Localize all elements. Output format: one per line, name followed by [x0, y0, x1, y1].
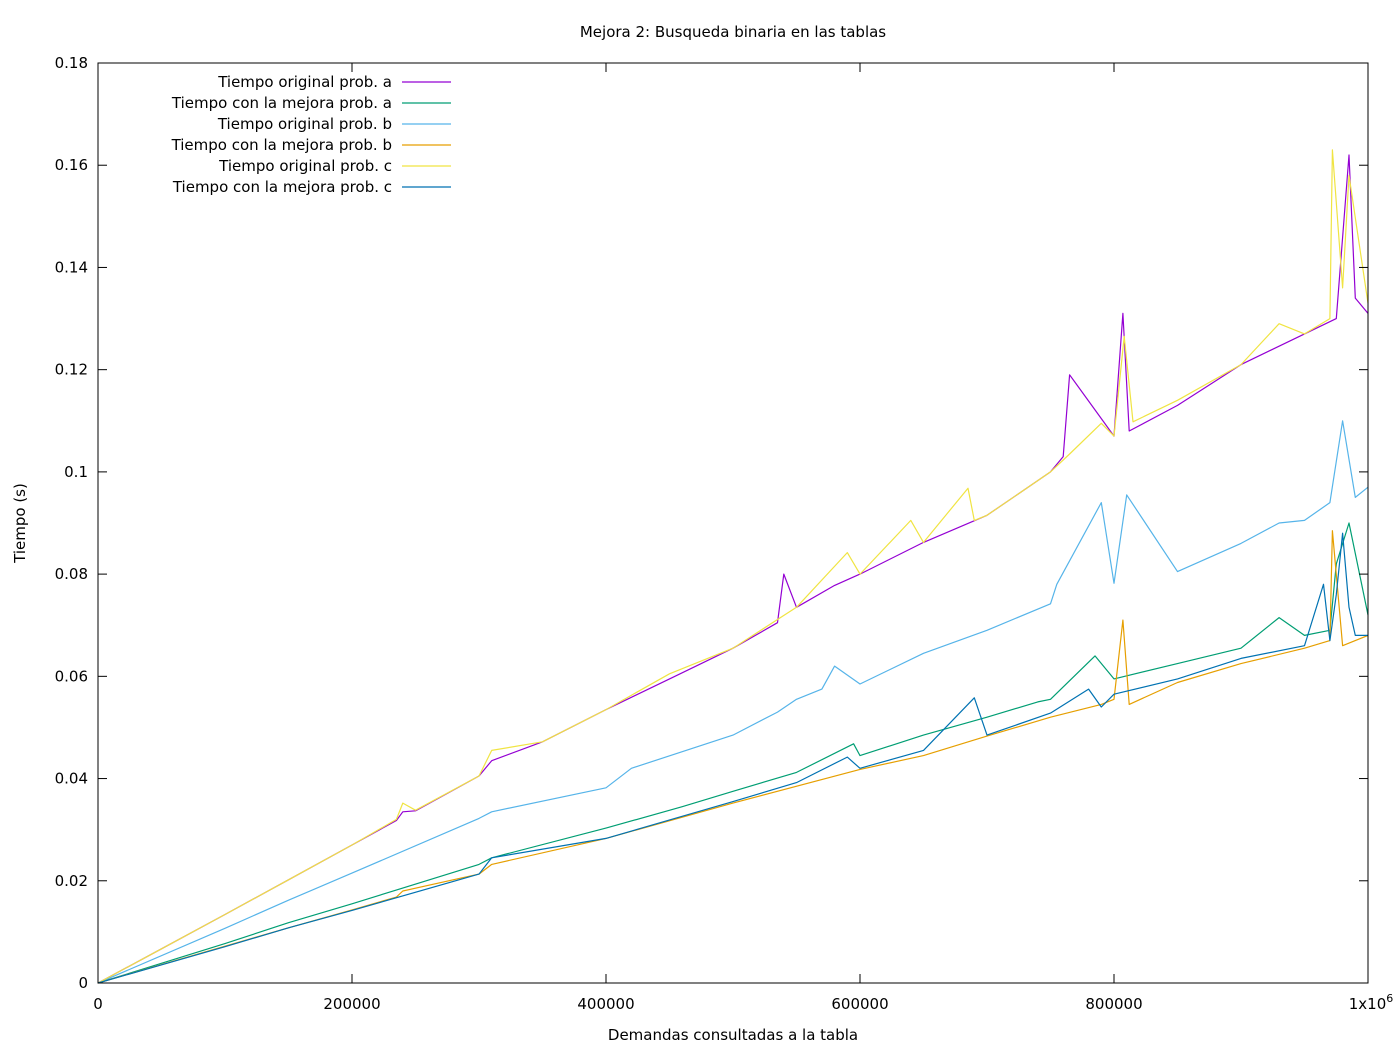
x-tick-label-exponent: 6 [1386, 992, 1393, 1005]
y-tick-label: 0.16 [55, 156, 88, 174]
y-tick-label: 0.12 [55, 361, 88, 379]
x-tick-label-text: 600000 [831, 995, 888, 1013]
y-tick-label: 0.06 [55, 667, 88, 685]
y-tick-label: 0 [78, 974, 88, 992]
series-line-3 [97, 420, 1369, 984]
legend-label: Tiempo con la mejora prob. c [172, 178, 392, 196]
y-tick-label: 0.14 [55, 258, 88, 276]
x-tick-label: 400000 [577, 995, 634, 1013]
legend-label: Tiempo original prob. b [217, 115, 392, 133]
y-tick-label: 0.02 [55, 872, 88, 890]
chart-title: Mejora 2: Busqueda binaria en las tablas [580, 23, 886, 41]
plot-area-frame [97, 62, 1369, 984]
series-layer [97, 149, 1369, 984]
y-axis-label: Tiempo (s) [11, 483, 29, 564]
series-line-6 [97, 532, 1368, 984]
x-tick-label-text: 1x10 [1349, 995, 1387, 1013]
x-tick-label-text: 800000 [1085, 995, 1142, 1013]
y-tick-label: 0.1 [64, 463, 88, 481]
legend-label: Tiempo original prob. c [218, 157, 392, 175]
legend: Tiempo original prob. a Tiempo con la mej… [171, 73, 451, 196]
series-line-1 [97, 154, 1369, 984]
legend-label: Tiempo original prob. a [217, 73, 392, 91]
y-tick-label: 0.04 [55, 770, 88, 788]
series-line-2 [97, 522, 1369, 984]
x-tick-label: 1x106 [1349, 992, 1394, 1013]
x-tick-label: 800000 [1085, 995, 1142, 1013]
series-line-4 [97, 530, 1369, 984]
x-tick-label-text: 0 [93, 995, 103, 1013]
y-tick-label: 0.18 [55, 54, 88, 72]
series-line-5 [97, 149, 1369, 984]
y-tick-label: 0.08 [55, 565, 88, 583]
x-tick-label-text: 400000 [577, 995, 634, 1013]
x-tick-label: 200000 [323, 995, 380, 1013]
x-axis-label: Demandas consultadas a la tabla [608, 1026, 858, 1044]
x-tick-label: 0 [93, 995, 103, 1013]
x-tick-label-text: 200000 [323, 995, 380, 1013]
x-tick-label: 600000 [831, 995, 888, 1013]
axis-ticks: 0 0.02 0.04 0.06 0.08 0.1 0.12 0.14 0.16 0.18 0 200… [55, 54, 1394, 1013]
legend-label: Tiempo con la mejora prob. b [171, 136, 392, 154]
legend-label: Tiempo con la mejora prob. a [171, 94, 392, 112]
